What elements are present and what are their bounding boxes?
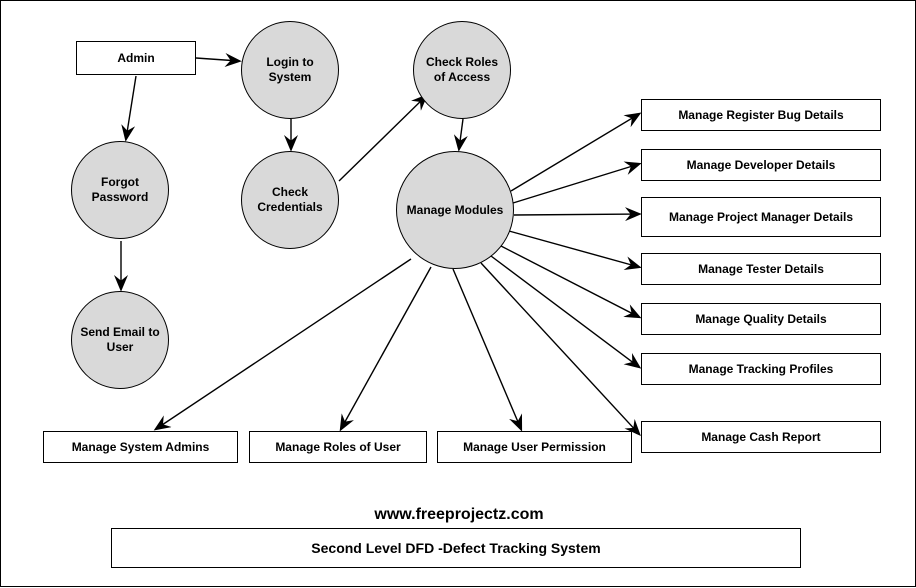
node-r_bug: Manage Register Bug Details: [641, 99, 881, 131]
node-b_admins: Manage System Admins: [43, 431, 238, 463]
node-r_cash: Manage Cash Report: [641, 421, 881, 453]
node-r_quality: Manage Quality Details: [641, 303, 881, 335]
node-send_email: Send Email to User: [71, 291, 169, 389]
node-check_roles: Check Roles of Access: [413, 21, 511, 119]
node-r_pm: Manage Project Manager Details: [641, 197, 881, 237]
footer-link: www.freeprojectz.com: [1, 506, 916, 524]
node-manage_modules: Manage Modules: [396, 151, 514, 269]
node-login: Login to System: [241, 21, 339, 119]
node-b_perm: Manage User Permission: [437, 431, 632, 463]
node-r_tester: Manage Tester Details: [641, 253, 881, 285]
node-r_tracking: Manage Tracking Profiles: [641, 353, 881, 385]
diagram-title: Second Level DFD -Defect Tracking System: [111, 528, 801, 568]
node-forgot: Forgot Password: [71, 141, 169, 239]
node-admin: Admin: [76, 41, 196, 75]
node-b_roles: Manage Roles of User: [249, 431, 427, 463]
node-r_dev: Manage Developer Details: [641, 149, 881, 181]
node-check_cred: Check Credentials: [241, 151, 339, 249]
